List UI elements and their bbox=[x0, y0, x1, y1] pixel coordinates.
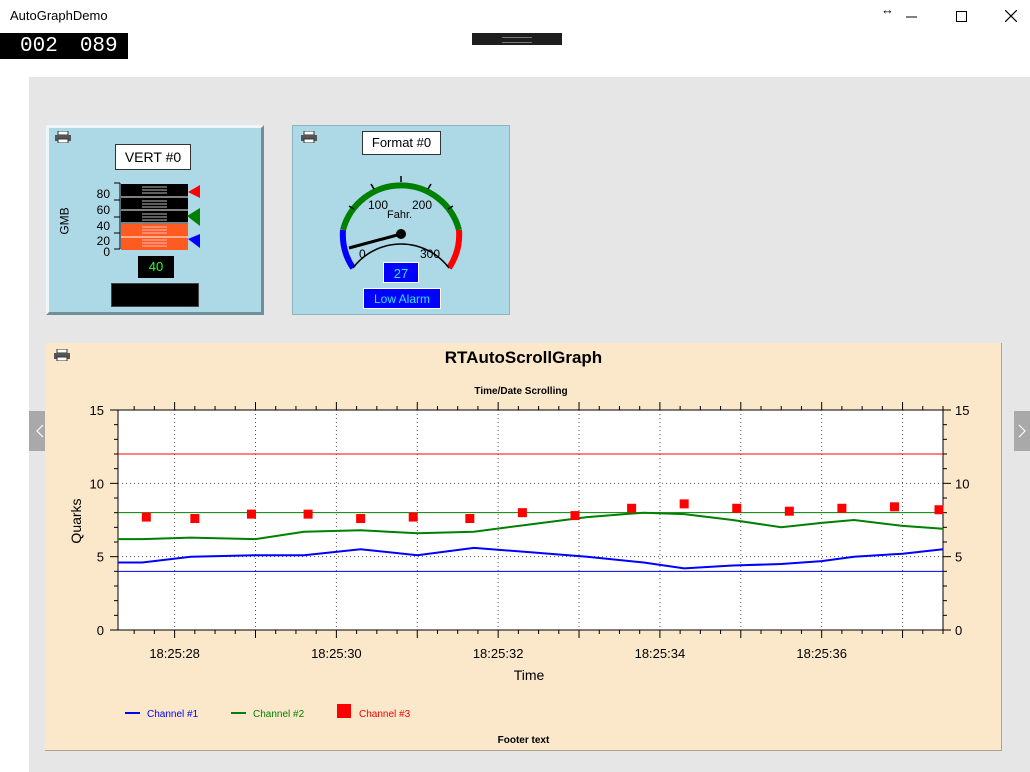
graph-panel: RTAutoScrollGraph Footer text Time/Date … bbox=[45, 343, 1002, 751]
left-margin bbox=[0, 60, 29, 772]
x-tick-label: 18:25:36 bbox=[796, 646, 847, 661]
vert-tick-0: 0 bbox=[103, 245, 110, 256]
data-point bbox=[246, 509, 256, 519]
y-tick-label-left: 5 bbox=[97, 550, 104, 565]
close-button[interactable] bbox=[988, 0, 1030, 32]
data-point bbox=[889, 502, 899, 512]
data-point bbox=[356, 514, 366, 524]
low-alarm-marker bbox=[188, 234, 200, 248]
gauge-tick-200: 200 bbox=[412, 198, 432, 212]
legend-square bbox=[337, 704, 351, 718]
data-point bbox=[517, 508, 527, 518]
data-point bbox=[190, 514, 200, 524]
printer-icon[interactable] bbox=[54, 131, 72, 143]
vert-tick-40: 40 bbox=[97, 219, 111, 233]
data-point bbox=[732, 503, 742, 513]
y-tick-label-right: 15 bbox=[955, 403, 969, 418]
maximize-icon bbox=[955, 10, 967, 22]
legend-label: Channel #2 bbox=[253, 709, 305, 720]
chevron-left-icon bbox=[36, 424, 44, 438]
vert-bargraph: 80 60 40 20 0 bbox=[97, 182, 200, 256]
data-point bbox=[784, 506, 794, 516]
vert-scale bbox=[114, 182, 121, 250]
vert-panel: VERT #0 GMB 80 60 40 20 0 bbox=[46, 125, 264, 315]
vert-label: VERT #0 bbox=[115, 144, 191, 170]
vert-ticks: 80 60 40 20 0 bbox=[97, 187, 111, 256]
data-point bbox=[303, 509, 313, 519]
chart-legend: Channel #1 Channel #2 Channel #3 bbox=[125, 704, 411, 720]
gauge-hub bbox=[396, 229, 406, 239]
gauge-panel: Format #0 0 100 200 300 Fahr. 27 Low Ala… bbox=[292, 125, 510, 315]
gauge-needle bbox=[348, 232, 402, 250]
gmb-axis-label: GMB bbox=[57, 207, 72, 235]
series-line bbox=[118, 511, 944, 541]
vert-tick-60: 60 bbox=[97, 203, 111, 217]
setpoint-marker bbox=[187, 208, 200, 226]
resize-icon[interactable]: ↔ bbox=[881, 2, 894, 17]
data-point bbox=[465, 514, 475, 524]
vert-tick-20: 20 bbox=[97, 234, 111, 248]
scroll-right-button[interactable] bbox=[1014, 411, 1030, 451]
footer-text: Footer text bbox=[497, 735, 550, 746]
x-tick-label: 18:25:30 bbox=[311, 646, 362, 661]
gauge-tick-300: 300 bbox=[420, 247, 440, 261]
vert-bar-segments bbox=[121, 186, 188, 247]
x-tick-label: 18:25:28 bbox=[149, 646, 200, 661]
data-point bbox=[570, 511, 580, 521]
y-axis-label: Quarks bbox=[68, 498, 84, 543]
low-alarm-indicator: Low Alarm bbox=[363, 288, 441, 309]
data-point bbox=[679, 499, 689, 509]
legend-label: Channel #3 bbox=[359, 709, 411, 720]
counter-right: 089 bbox=[79, 34, 118, 58]
chart: Time/Date Scrolling Time Quarks 0 0 5 5 10 10… bbox=[68, 386, 969, 720]
gauge-unit: Fahr. bbox=[387, 209, 412, 221]
y-tick-label-left: 0 bbox=[97, 623, 104, 638]
y-tick-label-right: 10 bbox=[955, 476, 969, 491]
minimize-icon bbox=[905, 16, 917, 17]
gauge-ticks: 0 100 200 300 bbox=[359, 198, 440, 261]
gauge-low-arc bbox=[339, 229, 356, 270]
maximize-button[interactable] bbox=[938, 0, 984, 32]
data-point bbox=[934, 505, 944, 515]
y-tick-label-left: 15 bbox=[90, 403, 104, 418]
printer-icon[interactable] bbox=[300, 131, 318, 143]
chart-subtitle: Time/Date Scrolling bbox=[474, 386, 567, 397]
drag-handle[interactable] bbox=[472, 33, 562, 45]
printer-icon[interactable] bbox=[53, 349, 71, 361]
data-point bbox=[837, 503, 847, 513]
graph-title: RTAutoScrollGraph bbox=[444, 348, 603, 367]
gauge-label: Format #0 bbox=[362, 131, 441, 155]
high-alarm-marker bbox=[188, 185, 200, 198]
vert-tick-80: 80 bbox=[97, 187, 111, 201]
gauge-high-arc bbox=[446, 229, 463, 270]
y-tick-label-left: 10 bbox=[90, 476, 104, 491]
data-point bbox=[408, 512, 418, 522]
close-icon bbox=[1005, 10, 1017, 22]
y-tick-label-right: 5 bbox=[955, 550, 962, 565]
x-tick-label: 18:25:32 bbox=[473, 646, 524, 661]
gauge-dial: 0 100 200 300 Fahr. bbox=[339, 176, 463, 270]
gauge-tick-100: 100 bbox=[368, 198, 388, 212]
gauge-value-display: 27 bbox=[383, 262, 419, 283]
gauge-normal-arc bbox=[340, 182, 462, 231]
chart-plot: 0 0 5 5 10 10 15 15 18:25:28 18:25:30 18:25:32 18:2… bbox=[90, 402, 969, 661]
data-point bbox=[627, 503, 637, 513]
minimize-button[interactable] bbox=[888, 0, 934, 32]
app-title: AutoGraphDemo bbox=[10, 8, 108, 23]
x-axis-label: Time bbox=[514, 667, 545, 683]
y-tick-label-right: 0 bbox=[955, 623, 962, 638]
chevron-right-icon bbox=[1018, 424, 1026, 438]
plot-area bbox=[117, 409, 944, 631]
gauge-tick-0: 0 bbox=[359, 247, 366, 261]
legend-label: Channel #1 bbox=[147, 709, 199, 720]
vert-value-display: 40 bbox=[138, 256, 174, 278]
vert-alarm-display bbox=[111, 283, 199, 307]
x-tick-label: 18:25:34 bbox=[635, 646, 686, 661]
frame-counter: 002 089 bbox=[0, 33, 128, 59]
counter-left: 002 bbox=[20, 34, 58, 58]
series-line bbox=[118, 546, 944, 570]
title-bar: AutoGraphDemo ↔ bbox=[0, 0, 1030, 32]
data-point bbox=[141, 512, 151, 522]
